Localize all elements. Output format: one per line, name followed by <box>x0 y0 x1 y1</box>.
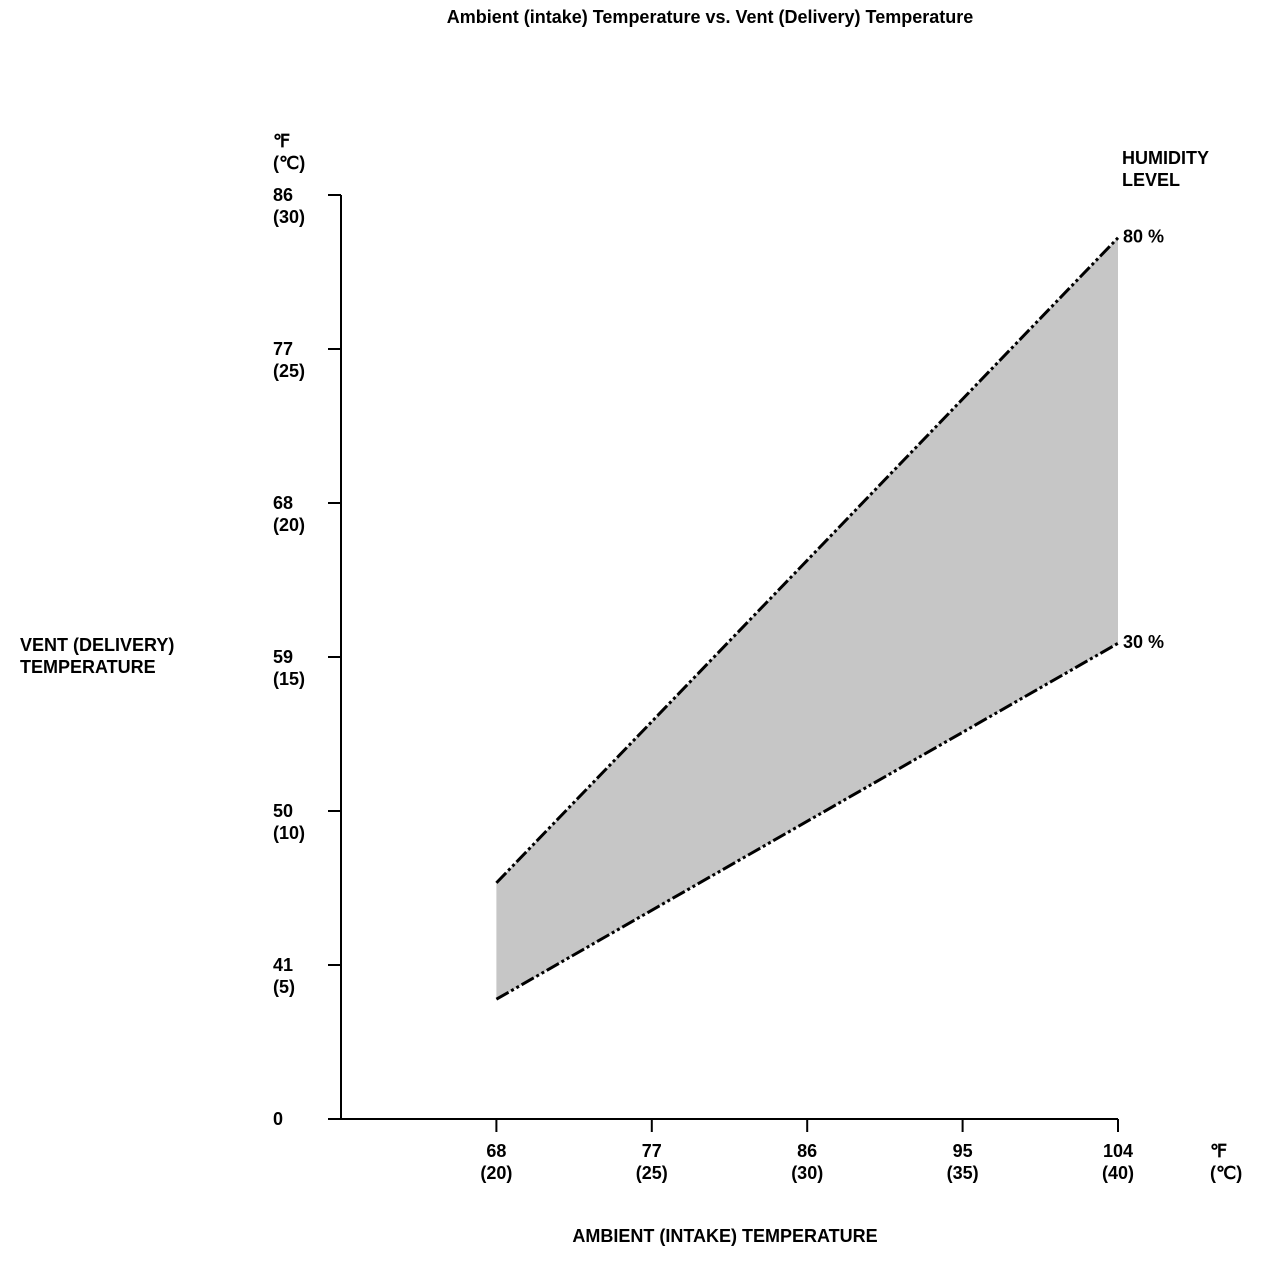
y-tick-label: 59 <box>273 647 293 667</box>
y-tick-celsius: (20) <box>273 515 305 535</box>
y-unit: (℃) <box>273 153 305 173</box>
y-tick-label: 68 <box>273 493 293 513</box>
y-tick-celsius: (15) <box>273 669 305 689</box>
x-unit: ℉ <box>1210 1141 1227 1161</box>
legend-title: LEVEL <box>1122 170 1180 190</box>
x-tick-label: 77 <box>642 1141 662 1161</box>
y-tick-label: 0 <box>273 1109 283 1129</box>
x-tick-celsius: (35) <box>947 1163 979 1183</box>
x-tick-celsius: (20) <box>480 1163 512 1183</box>
series-label: 80 % <box>1123 227 1164 247</box>
x-tick-celsius: (40) <box>1102 1163 1134 1183</box>
y-tick-label: 77 <box>273 339 293 359</box>
y-tick-celsius: (25) <box>273 361 305 381</box>
chart-title: Ambient (intake) Temperature vs. Vent (D… <box>447 7 974 27</box>
y-axis-title: VENT (DELIVERY) <box>20 635 174 655</box>
x-tick-label: 68 <box>486 1141 506 1161</box>
y-unit: ℉ <box>273 131 290 151</box>
x-unit: (℃) <box>1210 1163 1242 1183</box>
y-tick-label: 86 <box>273 185 293 205</box>
y-axis-title: TEMPERATURE <box>20 657 156 677</box>
y-tick-celsius: (10) <box>273 823 305 843</box>
humidity-line <box>495 236 1120 884</box>
series-label: 30 % <box>1123 632 1164 652</box>
y-tick-celsius: (30) <box>273 207 305 227</box>
y-tick-label: 41 <box>273 955 293 975</box>
x-axis-title: AMBIENT (INTAKE) TEMPERATURE <box>572 1226 877 1246</box>
x-tick-label: 86 <box>797 1141 817 1161</box>
x-tick-label: 95 <box>953 1141 973 1161</box>
x-tick-celsius: (30) <box>791 1163 823 1183</box>
y-tick-label: 50 <box>273 801 293 821</box>
x-tick-celsius: (25) <box>636 1163 668 1183</box>
humidity-band <box>496 237 1118 1000</box>
humidity-line <box>495 642 1119 1001</box>
legend-title: HUMIDITY <box>1122 148 1209 168</box>
y-tick-celsius: (5) <box>273 977 295 997</box>
x-tick-label: 104 <box>1103 1141 1133 1161</box>
